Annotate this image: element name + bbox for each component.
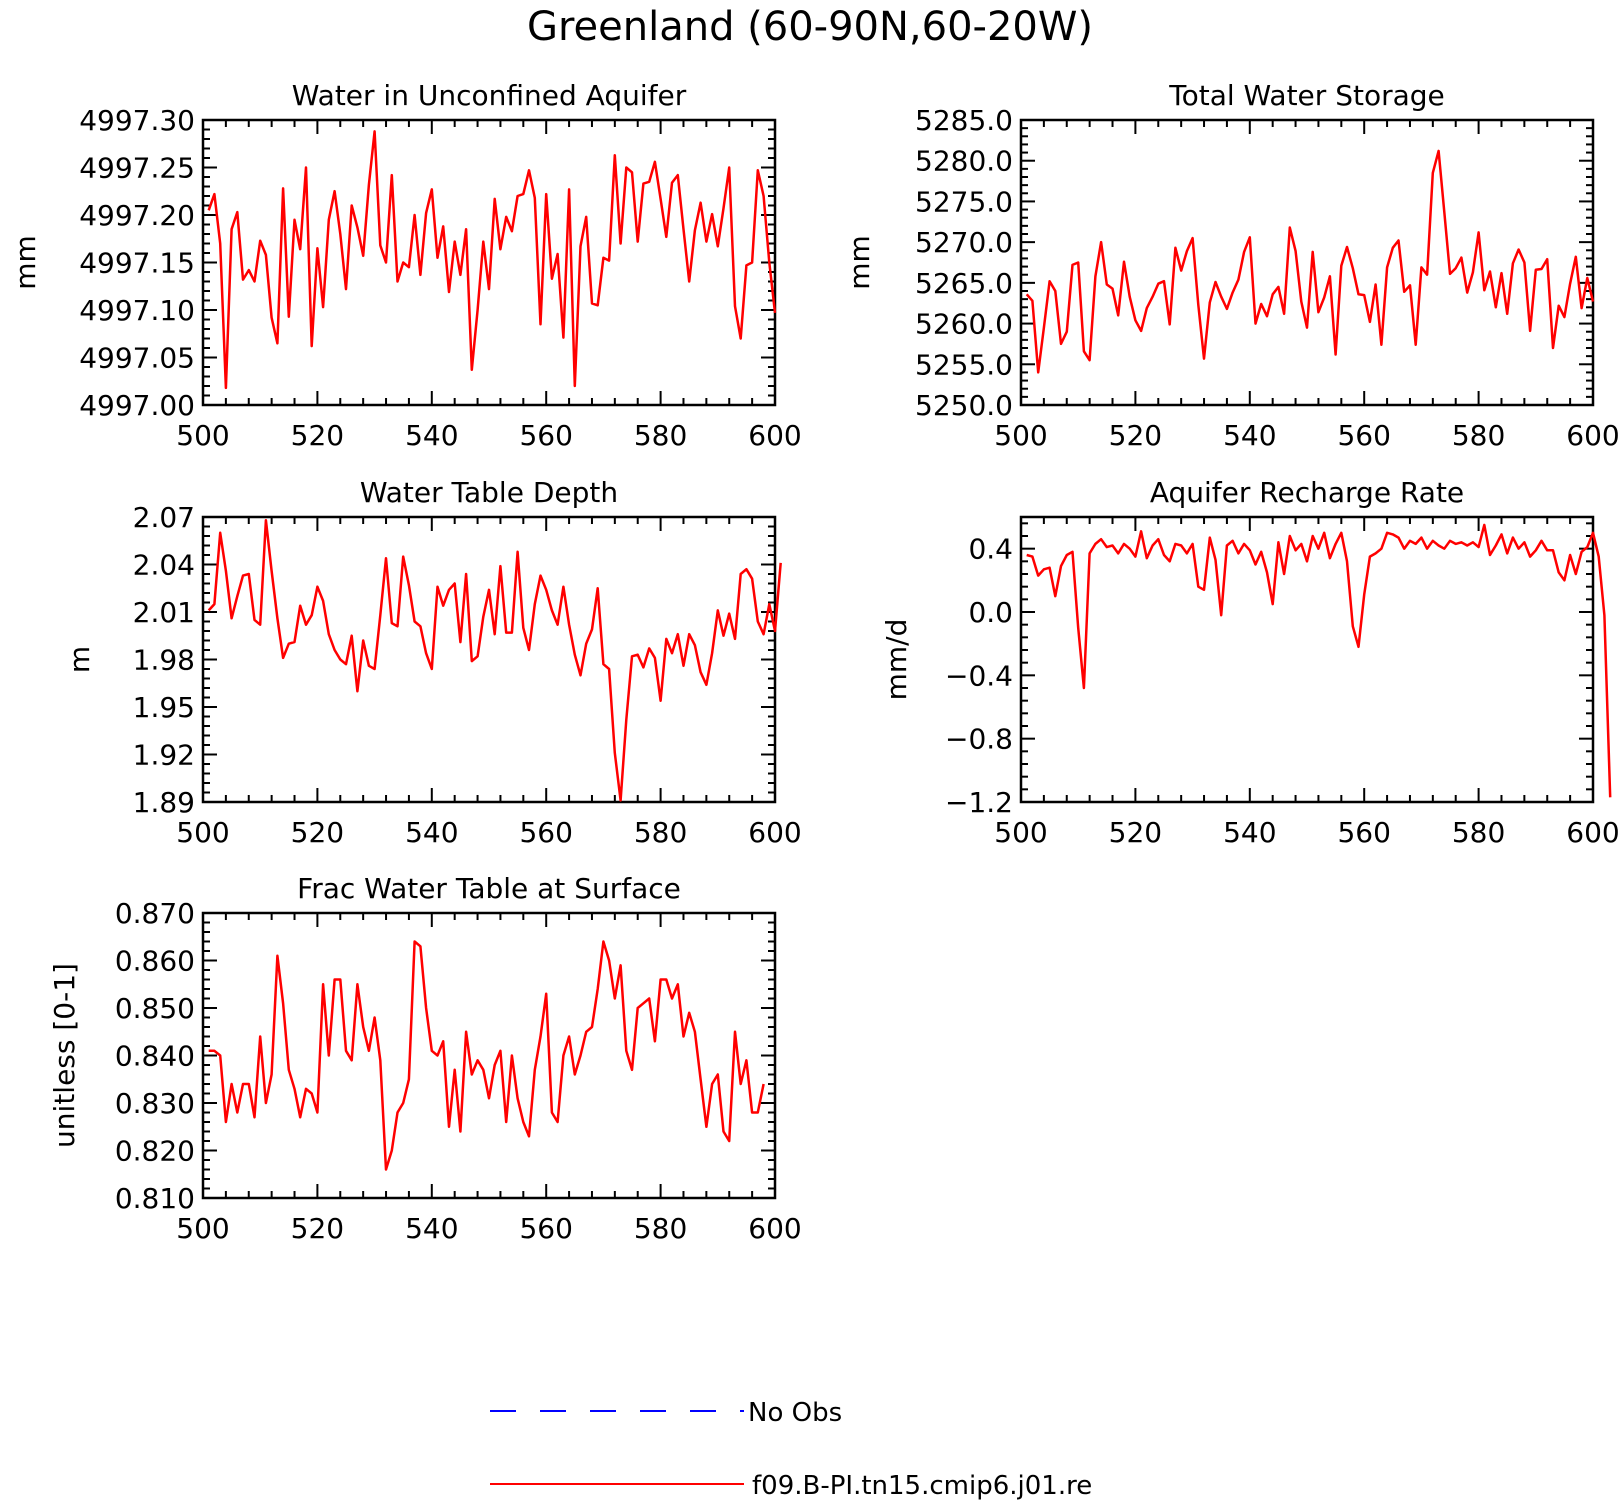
x-tick-label: 600 xyxy=(748,1212,801,1245)
x-tick-label: 580 xyxy=(634,816,687,849)
x-tick-label: 540 xyxy=(405,419,458,452)
chart-panel: Aquifer Recharge Rate mm/d 500 520 540 560 580… xyxy=(880,476,1620,849)
y-tick-label: 1.95 xyxy=(133,691,195,724)
chart-panel: Water Table Depth m 500 520 540 560 580 600 1.89… xyxy=(63,476,802,849)
y-tick-label: 5275.0 xyxy=(915,185,1013,218)
y-tick-label: 5270.0 xyxy=(915,226,1013,259)
x-tick-label: 580 xyxy=(1452,816,1505,849)
series-line xyxy=(1025,149,1595,374)
y-tick-label: 5255.0 xyxy=(915,348,1013,381)
x-tick-label: 500 xyxy=(176,1212,229,1245)
legend: No Obs f09.B-PI.tn15.cmip6.j01.re xyxy=(490,1398,1092,1501)
y-tick-label: 0.830 xyxy=(115,1087,195,1120)
x-tick-label: 580 xyxy=(634,1212,687,1245)
y-axis-label: unitless [0-1] xyxy=(48,963,81,1148)
y-tick-label: 4997.15 xyxy=(79,247,195,280)
x-tick-label: 540 xyxy=(405,1212,458,1245)
x-tick-label: 500 xyxy=(994,816,1047,849)
y-tick-label: 4997.05 xyxy=(79,342,195,375)
x-tick-label: 560 xyxy=(1337,419,1390,452)
panels: Water in Unconfined Aquifer mm 500 520 540 56… xyxy=(9,79,1620,1245)
y-tick-label: 0.820 xyxy=(115,1135,195,1168)
y-tick-label: 0.840 xyxy=(115,1040,195,1073)
y-tick-label: −0.8 xyxy=(945,723,1013,756)
y-tick-label: 2.01 xyxy=(133,596,195,629)
y-tick-label: 0.850 xyxy=(115,992,195,1025)
y-tick-label: 4997.30 xyxy=(79,104,195,137)
y-tick-label: 0.4 xyxy=(968,533,1013,566)
chart-title: Water Table Depth xyxy=(360,476,618,509)
x-tick-label: 580 xyxy=(634,419,687,452)
y-tick-label: 0.810 xyxy=(115,1182,195,1215)
x-tick-label: 520 xyxy=(291,816,344,849)
plot-frame xyxy=(201,515,777,804)
y-tick-label: −1.2 xyxy=(945,786,1013,819)
legend-label-model: f09.B-PI.tn15.cmip6.j01.re xyxy=(752,1471,1092,1501)
x-tick-label: 540 xyxy=(405,816,458,849)
x-tick-label: 500 xyxy=(176,419,229,452)
chart-title: Aquifer Recharge Rate xyxy=(1150,476,1464,509)
x-tick-label: 500 xyxy=(176,816,229,849)
legend-label-no-obs: No Obs xyxy=(748,1398,842,1428)
x-tick-label: 600 xyxy=(1566,816,1619,849)
x-tick-label: 520 xyxy=(1109,816,1162,849)
x-tick-label: 540 xyxy=(1223,419,1276,452)
y-axis-label: mm xyxy=(9,235,42,290)
y-tick-label: 2.04 xyxy=(133,549,195,582)
x-tick-label: 600 xyxy=(748,816,801,849)
y-tick-label: 5265.0 xyxy=(915,267,1013,300)
chart-title: Total Water Storage xyxy=(1168,79,1445,112)
y-tick-label: 0.870 xyxy=(115,897,195,930)
y-tick-label: 2.07 xyxy=(133,501,195,534)
y-tick-label: 5260.0 xyxy=(915,308,1013,341)
y-tick-label: 4997.00 xyxy=(79,389,195,422)
y-tick-label: 5280.0 xyxy=(915,145,1013,178)
y-tick-label: 0.860 xyxy=(115,945,195,978)
y-axis-label: mm/d xyxy=(880,619,913,701)
plot-frame xyxy=(201,118,777,407)
y-tick-label: 0.0 xyxy=(968,596,1013,629)
y-axis-label: m xyxy=(63,646,96,673)
x-tick-label: 560 xyxy=(519,419,572,452)
chart-panel: Water in Unconfined Aquifer mm 500 520 540 56… xyxy=(9,79,802,452)
x-tick-label: 500 xyxy=(994,419,1047,452)
x-tick-label: 560 xyxy=(519,816,572,849)
x-tick-label: 560 xyxy=(1337,816,1390,849)
y-tick-label: 5285.0 xyxy=(915,104,1013,137)
plot-frame xyxy=(1019,118,1595,407)
y-tick-label: 4997.25 xyxy=(79,152,195,185)
chart-title: Frac Water Table at Surface xyxy=(297,872,681,905)
y-tick-label: −0.4 xyxy=(945,659,1013,692)
y-tick-label: 1.98 xyxy=(133,644,195,677)
y-axis-label: mm xyxy=(843,235,876,290)
y-tick-label: 1.89 xyxy=(133,786,195,819)
figure-title: Greenland (60-90N,60-20W) xyxy=(527,4,1093,50)
series-line xyxy=(208,940,765,1171)
chart-panel: Total Water Storage mm 500 520 540 560 580 600 5… xyxy=(843,79,1620,452)
y-tick-label: 4997.20 xyxy=(79,199,195,232)
x-tick-label: 540 xyxy=(1223,816,1276,849)
y-tick-label: 5250.0 xyxy=(915,389,1013,422)
x-tick-label: 520 xyxy=(291,419,344,452)
y-tick-label: 1.92 xyxy=(133,739,195,772)
x-tick-label: 520 xyxy=(291,1212,344,1245)
x-tick-label: 600 xyxy=(748,419,801,452)
series-line xyxy=(1026,523,1612,798)
chart-panel: Frac Water Table at Surface unitless [0-1… xyxy=(48,872,802,1245)
series-line xyxy=(207,130,777,390)
series-line xyxy=(207,518,782,802)
x-tick-label: 580 xyxy=(1452,419,1505,452)
x-tick-label: 560 xyxy=(519,1212,572,1245)
y-tick-label: 4997.10 xyxy=(79,294,195,327)
chart-title: Water in Unconfined Aquifer xyxy=(292,79,687,112)
plot-frame xyxy=(1019,515,1595,804)
x-tick-label: 600 xyxy=(1566,419,1619,452)
x-tick-label: 520 xyxy=(1109,419,1162,452)
